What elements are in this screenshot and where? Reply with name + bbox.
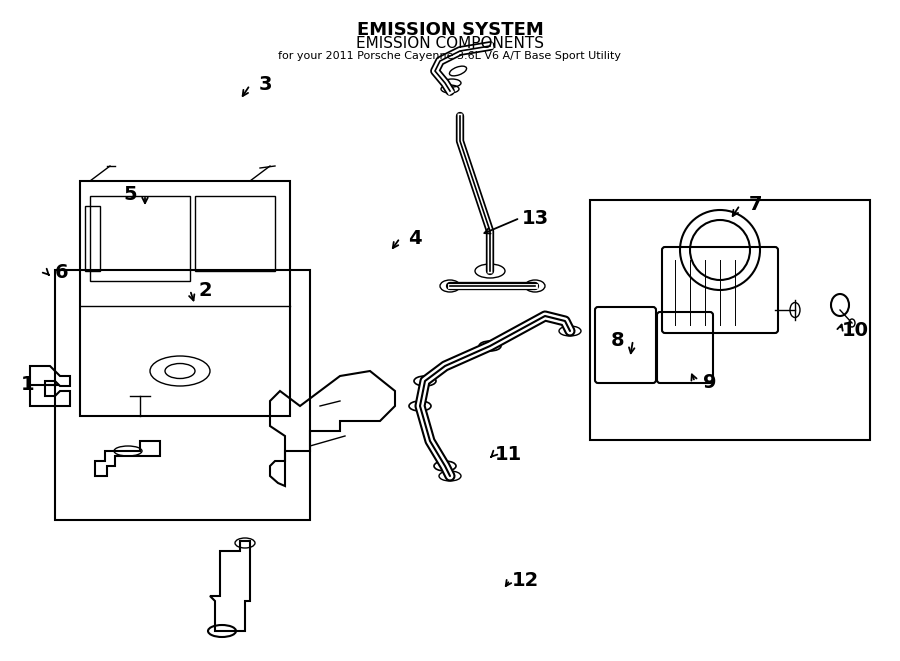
Text: 8: 8 [611,330,625,350]
Text: for your 2011 Porsche Cayenne 3.6L V6 A/T Base Sport Utility: for your 2011 Porsche Cayenne 3.6L V6 A/… [278,51,622,61]
Text: 11: 11 [494,446,522,465]
Text: EMISSION COMPONENTS: EMISSION COMPONENTS [356,36,544,51]
Text: 1: 1 [22,375,35,395]
Text: EMISSION SYSTEM: EMISSION SYSTEM [356,21,544,39]
Text: 2: 2 [198,280,212,299]
Text: 6: 6 [55,264,68,282]
Text: 10: 10 [842,321,868,340]
Bar [55,270,310,520]
Text: 12: 12 [511,570,538,590]
Text: 13: 13 [521,208,549,227]
Text: 3: 3 [258,75,272,95]
Text: 9: 9 [703,373,716,391]
Text: 7: 7 [748,196,761,215]
Text: 5: 5 [123,186,137,204]
Bar [85,206,100,271]
Bar [590,200,870,440]
Bar [90,196,190,281]
Text: 4: 4 [409,229,422,247]
Bar [195,196,275,271]
